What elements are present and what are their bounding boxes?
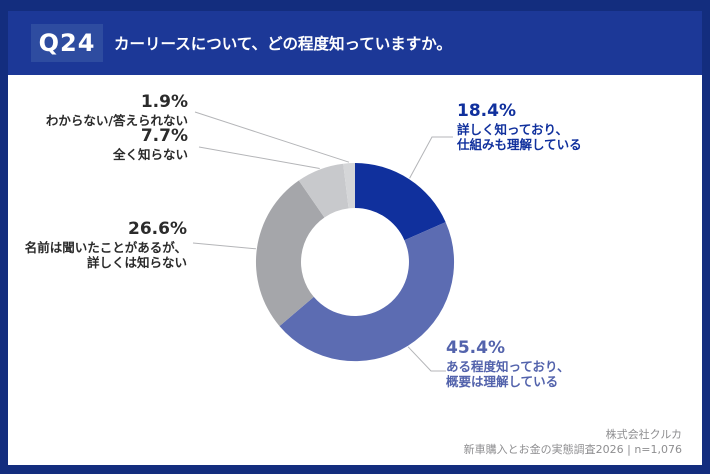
segment-pct: 45.4%	[446, 338, 505, 358]
question-number: Q24	[38, 29, 96, 57]
segment-label-unknown: 1.9% わからない/答えられない	[45, 92, 188, 128]
leader-line-3	[198, 146, 320, 169]
segment-text: 詳しく知っており、	[457, 121, 569, 137]
donut-segment-0	[355, 163, 446, 241]
segment-label-heard-name-only: 26.6% 名前は聞いたことがあるが、 詳しくは知らない	[24, 219, 187, 270]
donut-segment-2	[255, 180, 325, 327]
segment-text: 概要は理解している	[446, 373, 559, 389]
source-note: 株式会社クルカ 新車購入とお金の実態調査2026 | n=1,076	[464, 428, 682, 458]
segment-label-not-at-all: 7.7% 全く知らない	[112, 126, 188, 162]
segment-pct: 1.9%	[140, 92, 188, 112]
donut-segment-1	[279, 222, 455, 362]
segment-text: わからない/答えられない	[45, 112, 188, 128]
segment-text: 全く知らない	[112, 146, 188, 162]
header: Q24 カーリースについて、どの程度知っていますか。	[8, 11, 702, 75]
segment-text: ある程度知っており、	[446, 358, 570, 374]
segment-pct: 26.6%	[128, 219, 187, 239]
segment-label-know-well: 18.4% 詳しく知っており、 仕組みも理解している	[457, 101, 582, 152]
question-title: カーリースについて、どの程度知っていますか。	[114, 35, 452, 53]
leader-line-1	[407, 346, 446, 372]
chart-panel	[8, 75, 702, 465]
survey-name: 新車購入とお金の実態調査2026 | n=1,076	[463, 443, 682, 457]
leader-line-2	[192, 242, 256, 250]
segment-text: 詳しくは知らない	[86, 254, 187, 270]
leader-line-4	[194, 111, 350, 163]
segment-text: 名前は聞いたことがあるが、	[24, 239, 187, 255]
donut-segment-4	[343, 162, 355, 209]
donut-segment-3	[298, 163, 349, 218]
segment-pct: 18.4%	[457, 101, 516, 121]
question-number-badge: Q24	[31, 24, 103, 62]
segment-label-know-somewhat: 45.4% ある程度知っており、 概要は理解している	[446, 338, 570, 389]
company-name: 株式会社クルカ	[605, 428, 682, 442]
leader-line-0	[409, 136, 453, 179]
segment-pct: 7.7%	[140, 126, 188, 146]
segment-text: 仕組みも理解している	[457, 136, 582, 152]
